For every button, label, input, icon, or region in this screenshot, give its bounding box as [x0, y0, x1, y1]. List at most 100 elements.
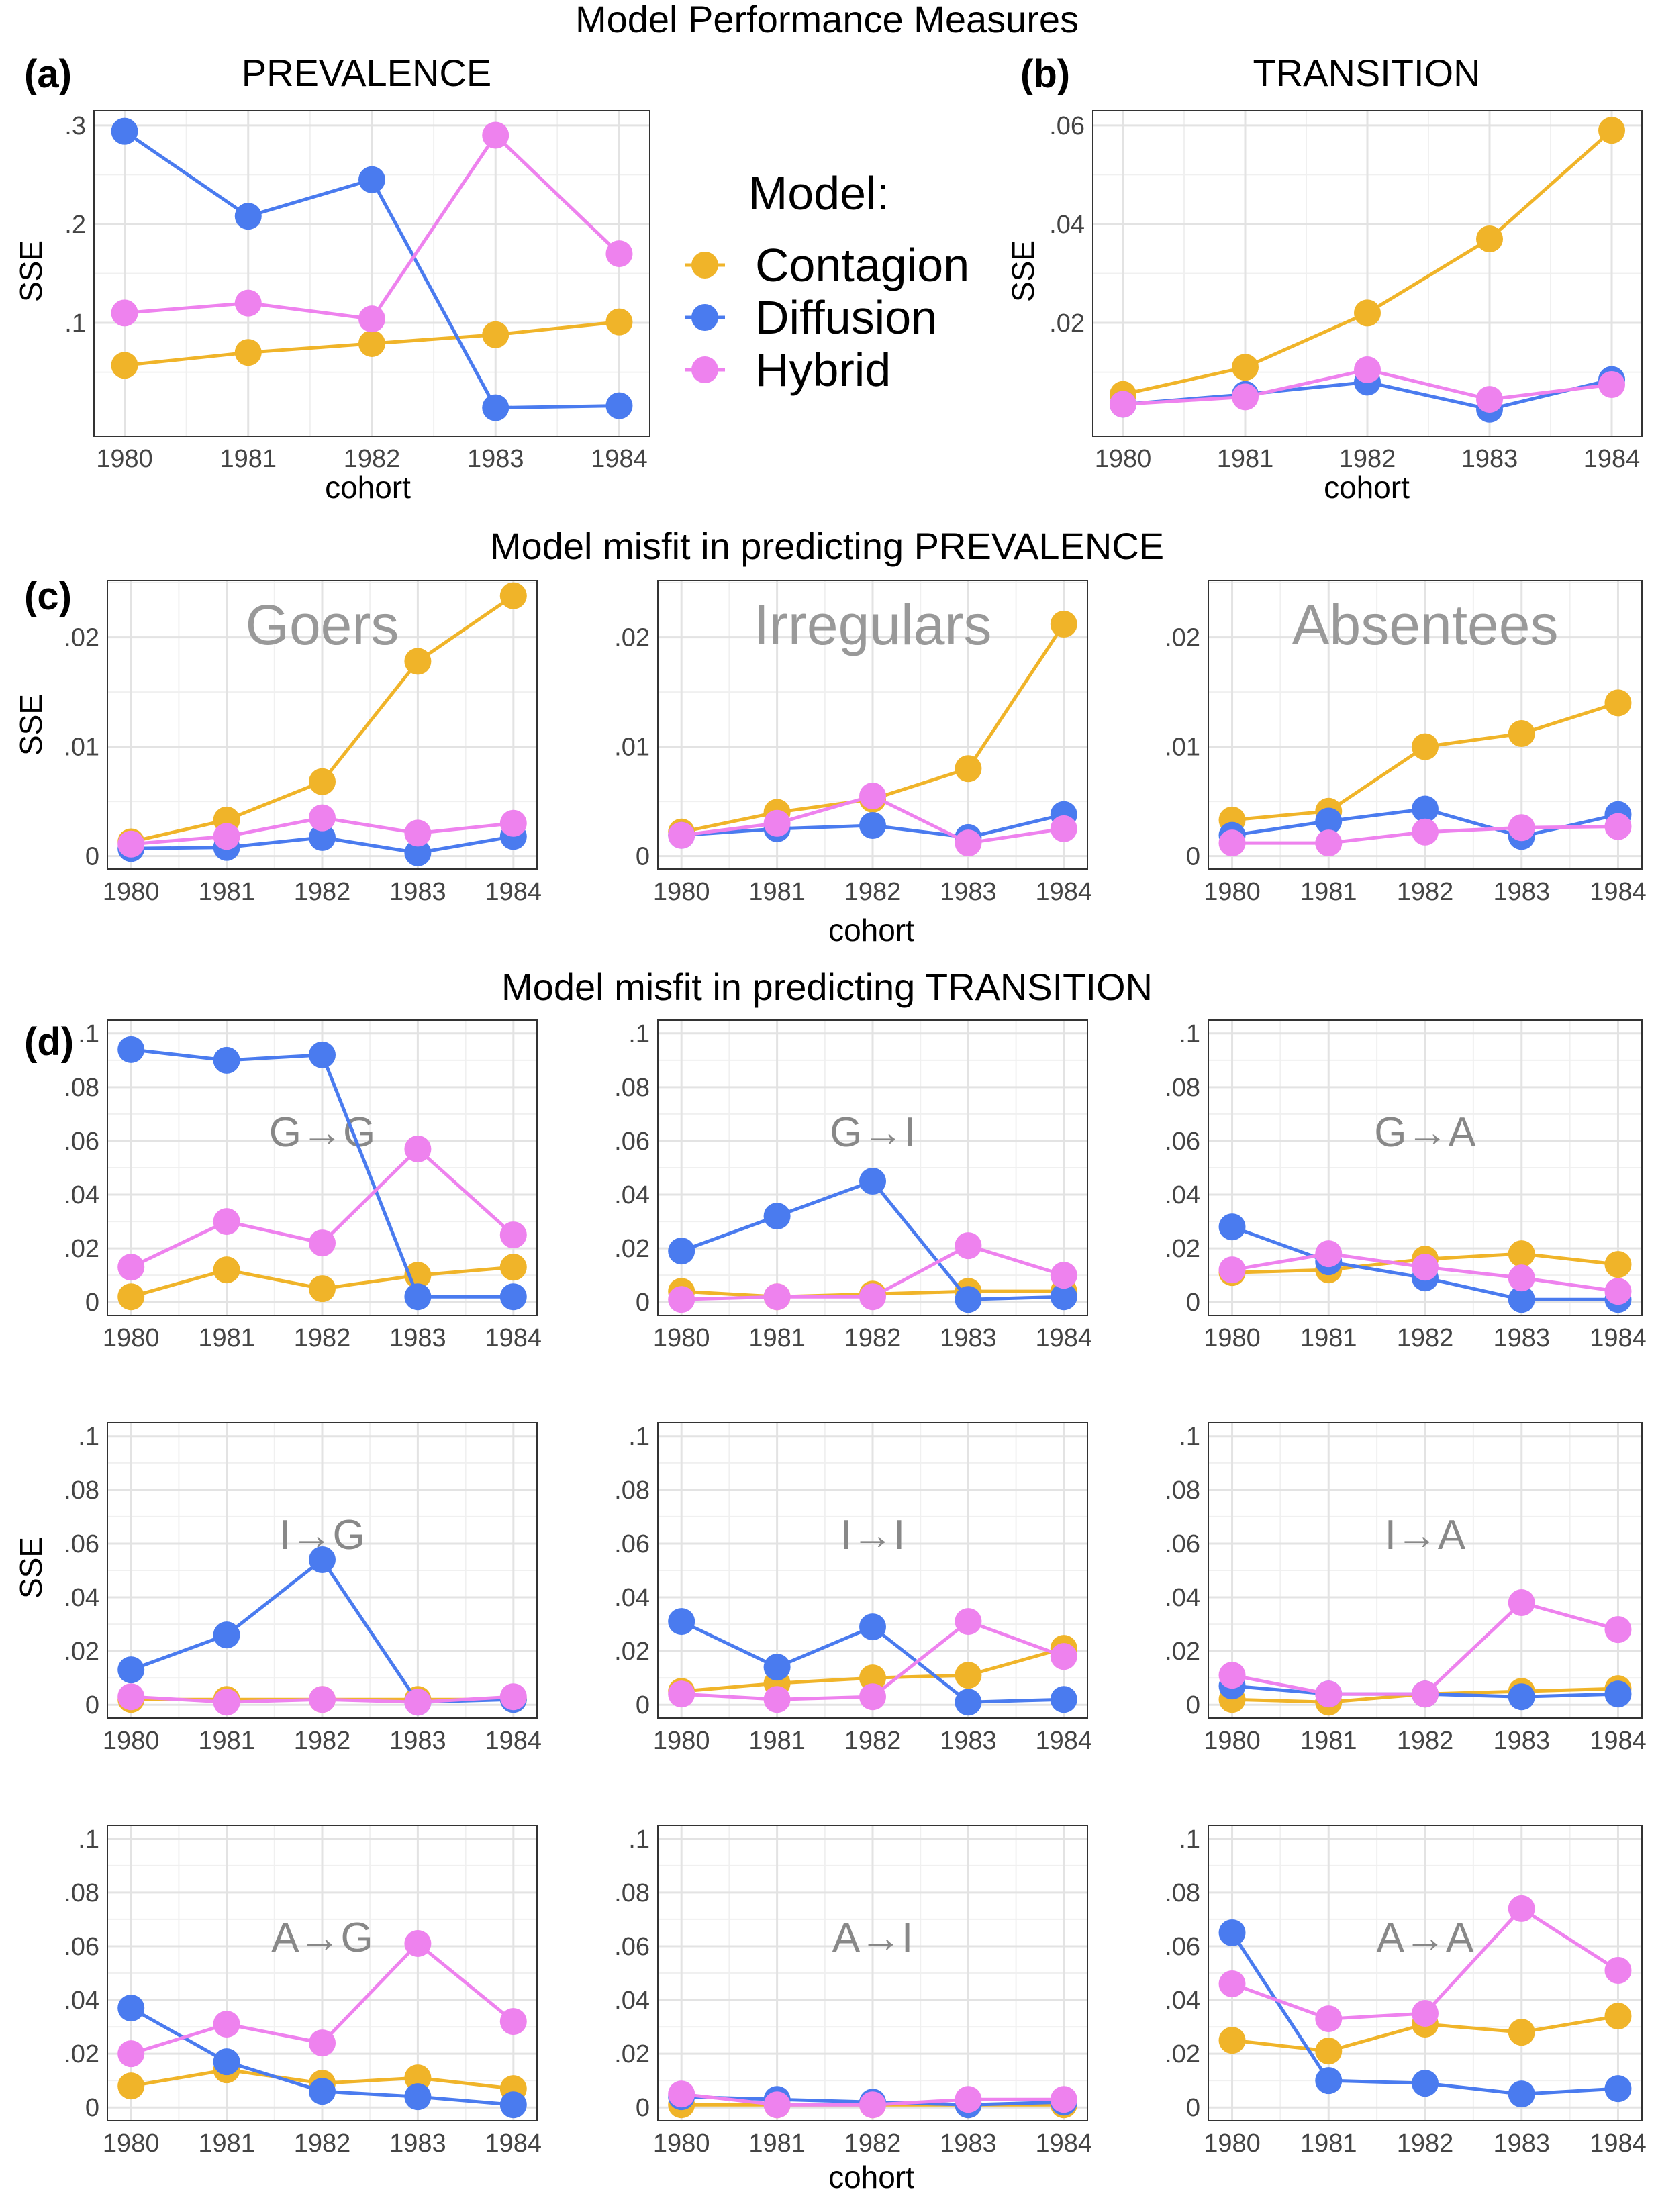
y-tick-label: .04: [64, 1987, 99, 2015]
point-hybrid: [668, 1286, 695, 1313]
x-tick-label: 1980: [1204, 878, 1261, 906]
point-hybrid: [213, 1208, 240, 1236]
point-contagion: [1508, 720, 1535, 748]
point-contagion: [1050, 611, 1077, 638]
panel-frame: [107, 580, 538, 870]
x-tick-label: 1980: [653, 2129, 710, 2158]
point-diffusion: [1508, 2080, 1535, 2108]
x-tick-label: 1984: [1036, 1727, 1093, 1755]
point-contagion: [309, 768, 336, 795]
point-hybrid: [213, 1689, 240, 1716]
point-hybrid: [358, 305, 385, 333]
point-hybrid: [859, 1283, 886, 1311]
point-hybrid: [1218, 1970, 1246, 1998]
point-contagion: [213, 1256, 240, 1284]
x-tick-label: 1983: [467, 445, 524, 473]
panel-c3: 1980 1981 1982 1983 1984 0 .01 .02 Absentees: [1165, 580, 1647, 906]
point-hybrid: [404, 1929, 432, 1957]
point-diffusion: [605, 392, 633, 419]
panel-label-a: (a): [24, 52, 72, 96]
panel-title: I→I: [840, 1512, 905, 1558]
panel-d8: 1980 1981 1982 1983 1984 0 .02 .04 .06 .08 .1 A→I: [614, 1825, 1092, 2158]
panel-c2: 1980 1981 1982 1983 1984 0 .01 .02 Irregulars: [614, 580, 1092, 906]
y-tick-label: .02: [1165, 624, 1200, 652]
x-tick-label: 1981: [198, 1727, 255, 1755]
panel-frame: [657, 580, 1088, 870]
point-contagion: [1604, 2003, 1632, 2030]
legend-key-hybrid: [691, 356, 718, 383]
x-tick-label: 1981: [198, 2129, 255, 2158]
x-tick-label: 1982: [1339, 445, 1396, 473]
y-tick-label: 0: [85, 2094, 99, 2122]
y-tick-label: .06: [64, 1933, 99, 1961]
x-tick-label: 1982: [294, 1727, 351, 1755]
y-tick-label: .02: [64, 2040, 99, 2068]
y-tick-label: 0: [636, 843, 650, 871]
y-tick-label: .1: [628, 1423, 650, 1451]
y-tick-label: .02: [614, 2040, 650, 2068]
point-diffusion: [1050, 1686, 1077, 1713]
x-tick-label: 1980: [96, 445, 153, 473]
y-tick-label: .1: [1179, 1825, 1200, 1854]
point-hybrid: [1412, 2000, 1439, 2027]
point-diffusion: [1604, 2075, 1632, 2103]
x-tick-label: 1983: [389, 878, 446, 906]
x-tick-label: 1980: [1095, 445, 1152, 473]
point-hybrid: [1109, 391, 1136, 418]
point-hybrid: [499, 1221, 527, 1249]
point-contagion: [1598, 117, 1626, 144]
panel-frame: [1092, 110, 1643, 437]
legend-label-diffusion: Diffusion: [755, 291, 937, 344]
y-tick-label: .1: [78, 1020, 99, 1048]
point-hybrid: [763, 809, 791, 837]
ylabel-d: SSE: [13, 1537, 48, 1599]
y-tick-label: .08: [1165, 1879, 1200, 1907]
point-contagion: [955, 755, 982, 783]
x-tick-label: 1982: [1397, 2129, 1454, 2158]
x-tick-label: 1980: [653, 1727, 710, 1755]
panel-frame: [107, 1422, 538, 1719]
title-transition: TRANSITION: [1253, 52, 1480, 94]
point-hybrid: [1315, 830, 1343, 857]
point-diffusion: [117, 1995, 145, 2022]
y-tick-label: .08: [64, 1476, 99, 1505]
point-hybrid: [605, 240, 633, 268]
y-tick-label: .02: [1049, 309, 1085, 338]
y-tick-label: .06: [614, 1127, 650, 1156]
point-contagion: [1315, 2038, 1343, 2065]
x-tick-label: 1980: [103, 878, 160, 906]
panel-c1: 1980 1981 1982 1983 1984 0 .01 .02 Goers: [64, 580, 542, 906]
point-diffusion: [859, 1613, 886, 1641]
panel-frame: [1208, 580, 1643, 870]
x-tick-label: 1981: [748, 2129, 806, 2158]
x-tick-label: 1983: [389, 1324, 446, 1352]
y-tick-label: 0: [636, 1289, 650, 1317]
y-tick-label: .06: [64, 1127, 99, 1156]
x-tick-label: 1980: [1204, 1727, 1261, 1755]
x-tick-label: 1984: [1590, 878, 1647, 906]
x-tick-label: 1983: [389, 1727, 446, 1755]
point-diffusion: [1412, 2070, 1439, 2097]
point-hybrid: [668, 2080, 695, 2108]
y-tick-label: .02: [64, 624, 99, 652]
point-hybrid: [668, 1680, 695, 1708]
y-tick-label: .02: [614, 1638, 650, 1666]
x-tick-label: 1984: [1036, 1324, 1093, 1352]
section-c-title: Model misfit in predicting PREVALENCE: [490, 525, 1164, 567]
point-diffusion: [309, 823, 336, 851]
point-hybrid: [1050, 2086, 1077, 2113]
x-tick-label: 1981: [198, 878, 255, 906]
x-tick-label: 1982: [294, 2129, 351, 2158]
point-hybrid: [1604, 1278, 1632, 1305]
legend-title: Model:: [748, 167, 889, 219]
x-tick-label: 1983: [1493, 878, 1550, 906]
panel-frame: [657, 1019, 1088, 1316]
point-diffusion: [1412, 795, 1439, 823]
point-hybrid: [859, 782, 886, 809]
panel-d6: 1980 1981 1982 1983 1984 0 .02 .04 .06 .08 .1 I→A: [1165, 1422, 1647, 1755]
xlabel-d: cohort: [828, 2160, 914, 2195]
point-hybrid: [763, 1283, 791, 1311]
x-tick-label: 1983: [1493, 2129, 1550, 2158]
point-hybrid: [309, 1686, 336, 1713]
